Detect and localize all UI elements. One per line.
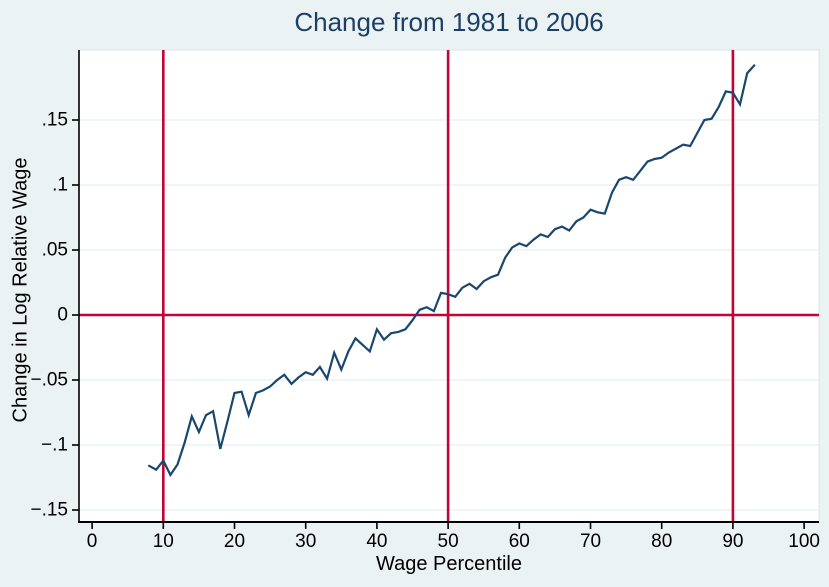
y-tick-label: −.1 xyxy=(41,435,68,456)
y-tick-label: .1 xyxy=(52,175,68,196)
x-tick-label: 70 xyxy=(580,531,601,552)
y-tick-label: .15 xyxy=(42,110,68,131)
x-axis-title: Wage Percentile xyxy=(376,553,522,575)
x-tick-label: 50 xyxy=(438,531,459,552)
x-tick-label: 40 xyxy=(366,531,387,552)
x-tick-label: 0 xyxy=(87,531,98,552)
x-tick-label: 100 xyxy=(788,531,820,552)
x-tick-label: 10 xyxy=(153,531,174,552)
x-tick-label: 90 xyxy=(722,531,743,552)
y-tick-label: −.15 xyxy=(30,500,68,521)
x-tick-label: 20 xyxy=(224,531,245,552)
y-tick-label: .05 xyxy=(42,240,68,261)
y-tick-label: −.05 xyxy=(30,370,68,391)
chart-title: Change from 1981 to 2006 xyxy=(294,7,604,37)
wage-change-line xyxy=(148,64,756,478)
x-tick-label: 30 xyxy=(295,531,316,552)
x-tick-label: 80 xyxy=(651,531,672,552)
y-tick-label: 0 xyxy=(57,305,68,326)
x-tick-label: 60 xyxy=(509,531,530,552)
